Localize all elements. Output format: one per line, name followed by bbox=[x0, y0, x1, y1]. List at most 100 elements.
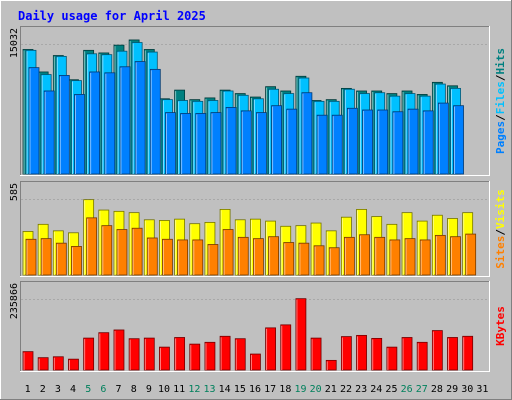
bar-kbytes-14 bbox=[219, 335, 231, 371]
bar-pages-15 bbox=[240, 110, 252, 175]
bar-kbytes-1 bbox=[22, 351, 34, 371]
bar-sites-10 bbox=[162, 238, 173, 276]
bar-pages-8 bbox=[134, 61, 146, 175]
bar-pages-27 bbox=[422, 110, 434, 175]
legend-entry-pages: Pages bbox=[494, 121, 507, 154]
x-tick-label: 5 bbox=[85, 384, 91, 395]
bar-pages-2 bbox=[43, 90, 55, 175]
bar-pages-20 bbox=[316, 114, 328, 175]
legend-traffic: KBytes bbox=[494, 306, 507, 346]
bar-sites-4 bbox=[71, 246, 82, 276]
bar-sites-26 bbox=[404, 238, 416, 276]
x-tick-label: 31 bbox=[476, 384, 488, 395]
bar-sites-18 bbox=[283, 242, 295, 276]
bar-kbytes-12 bbox=[189, 343, 201, 371]
bar-sites-14 bbox=[222, 229, 234, 276]
x-tick-label: 21 bbox=[325, 384, 337, 395]
bar-pages-26 bbox=[407, 108, 419, 175]
bar-sites-17 bbox=[268, 236, 279, 276]
legend-separator: / bbox=[494, 229, 507, 236]
bar-pages-11 bbox=[180, 113, 192, 175]
bar-sites-2 bbox=[40, 238, 52, 276]
x-tick-label: 4 bbox=[70, 384, 76, 395]
x-tick-label: 6 bbox=[100, 384, 106, 395]
x-tick-label: 9 bbox=[146, 384, 152, 395]
x-tick-label: 29 bbox=[446, 384, 458, 395]
bar-sites-25 bbox=[389, 239, 401, 276]
bar-sites-11 bbox=[177, 239, 189, 276]
legend-entry-visits: Visits bbox=[494, 189, 507, 229]
bar-sites-23 bbox=[359, 234, 370, 276]
x-tick-label: 10 bbox=[158, 384, 170, 395]
bar-sites-8 bbox=[131, 227, 143, 276]
bar-kbytes-23 bbox=[356, 334, 367, 371]
legend-entry-hits: Hits bbox=[494, 48, 507, 75]
bar-kbytes-26 bbox=[401, 337, 413, 371]
bar-kbytes-30 bbox=[462, 335, 474, 371]
panel-visitors: 585 Sites/Visits bbox=[9, 181, 507, 277]
bar-pages-7 bbox=[119, 66, 131, 175]
x-tick-label: 8 bbox=[131, 384, 137, 395]
bar-sites-29 bbox=[450, 236, 461, 276]
bar-kbytes-9 bbox=[143, 337, 155, 371]
x-tick-label: 22 bbox=[340, 384, 352, 395]
bar-kbytes-22 bbox=[340, 336, 352, 371]
bar-pages-29 bbox=[453, 105, 464, 175]
x-tick-label: 12 bbox=[188, 384, 200, 395]
bar-sites-15 bbox=[237, 236, 249, 276]
bar-pages-17 bbox=[271, 105, 282, 175]
x-tick-label: 16 bbox=[249, 384, 261, 395]
x-tick-label: 7 bbox=[116, 384, 122, 395]
bar-kbytes-29 bbox=[447, 337, 458, 371]
bar-sites-6 bbox=[101, 225, 113, 276]
bar-kbytes-27 bbox=[416, 341, 428, 371]
bar-kbytes-18 bbox=[280, 324, 292, 371]
legend-visitors: Sites/Visits bbox=[494, 189, 507, 269]
bar-kbytes-11 bbox=[174, 337, 186, 371]
bar-sites-19 bbox=[298, 242, 310, 276]
y-max-label: 585 bbox=[9, 183, 20, 201]
bar-pages-6 bbox=[104, 72, 116, 175]
bar-kbytes-10 bbox=[159, 346, 170, 371]
x-tick-label: 18 bbox=[279, 384, 291, 395]
bar-sites-9 bbox=[146, 237, 158, 276]
bar-sites-3 bbox=[55, 242, 67, 276]
bar-pages-9 bbox=[149, 68, 161, 175]
series-sites bbox=[25, 217, 477, 276]
bar-pages-1 bbox=[28, 67, 40, 175]
bar-sites-1 bbox=[25, 238, 37, 276]
x-tick-label: 27 bbox=[416, 384, 428, 395]
bar-pages-16 bbox=[256, 112, 267, 175]
series-pages bbox=[28, 61, 464, 175]
x-tick-label: 3 bbox=[55, 384, 61, 395]
bar-sites-5 bbox=[86, 217, 98, 276]
legend-separator: / bbox=[494, 114, 507, 121]
x-tick-label: 28 bbox=[431, 384, 443, 395]
chart-panels: 15032Pages/Files/Hits585Sites/Visits2358… bbox=[9, 26, 507, 372]
bar-sites-24 bbox=[374, 236, 386, 276]
bar-pages-18 bbox=[286, 108, 298, 175]
x-tick-label: 23 bbox=[355, 384, 367, 395]
bar-sites-28 bbox=[434, 234, 446, 276]
bar-kbytes-19 bbox=[295, 298, 307, 371]
legend-entry-sites: Sites bbox=[494, 236, 507, 269]
bar-pages-21 bbox=[331, 114, 343, 175]
x-tick-label: 20 bbox=[310, 384, 322, 395]
bar-kbytes-5 bbox=[83, 337, 95, 371]
bar-pages-23 bbox=[362, 109, 373, 175]
bar-sites-12 bbox=[192, 239, 204, 276]
bar-pages-25 bbox=[392, 111, 404, 175]
bar-kbytes-2 bbox=[37, 357, 49, 371]
bar-pages-24 bbox=[377, 109, 389, 175]
x-tick-label: 11 bbox=[173, 384, 185, 395]
x-tick-label: 1 bbox=[25, 384, 31, 395]
x-tick-label: 15 bbox=[234, 384, 246, 395]
bar-sites-20 bbox=[313, 245, 325, 276]
bar-sites-30 bbox=[465, 233, 477, 276]
bar-kbytes-20 bbox=[310, 337, 322, 371]
chart-title: Daily usage for April 2025 bbox=[18, 9, 206, 23]
x-tick-label: 17 bbox=[264, 384, 276, 395]
bar-pages-14 bbox=[225, 107, 237, 175]
bar-kbytes-24 bbox=[371, 337, 383, 371]
